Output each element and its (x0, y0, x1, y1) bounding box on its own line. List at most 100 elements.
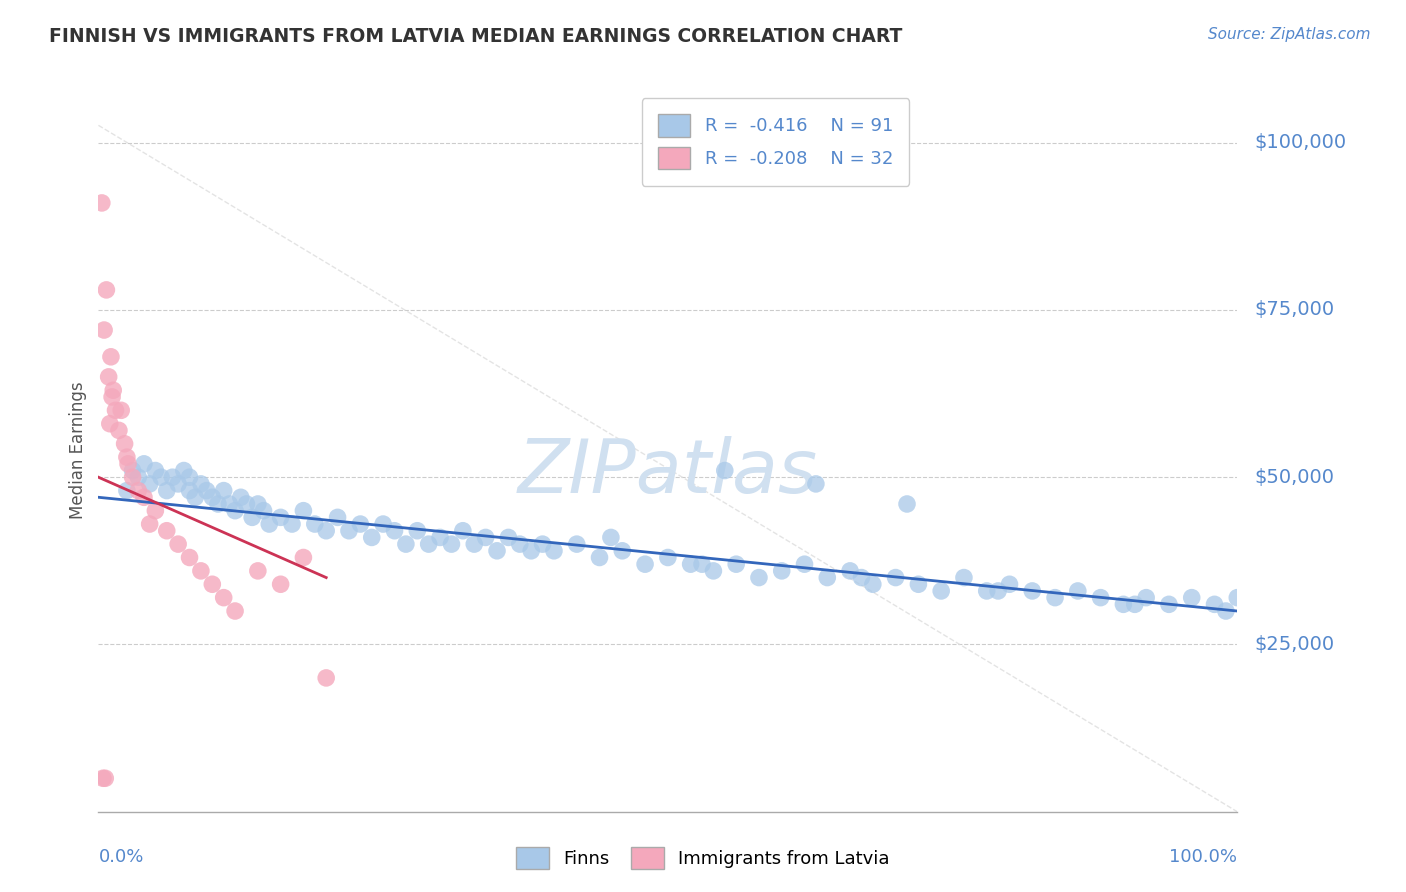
Point (315, 671, 337, 685)
Point (360, 530, 382, 544)
Point (110, 403, 132, 417)
Point (429, 530, 451, 544)
Point (138, 476, 160, 491)
Point (953, 571, 976, 585)
Point (896, 497, 918, 511)
Point (486, 543, 509, 558)
Point (326, 510, 349, 524)
Point (108, 424, 131, 438)
Point (498, 530, 520, 544)
Point (115, 450, 138, 464)
Point (418, 537, 440, 551)
Point (1157, 598, 1180, 612)
Point (201, 577, 224, 591)
Point (207, 497, 229, 511)
Point (1181, 591, 1204, 605)
Point (281, 517, 304, 532)
Point (770, 564, 793, 578)
Point (179, 550, 201, 565)
Point (212, 483, 235, 498)
Point (145, 503, 167, 517)
Point (371, 517, 394, 532)
Point (195, 483, 218, 498)
Point (1112, 598, 1135, 612)
Point (815, 571, 838, 585)
Point (520, 543, 543, 558)
Point (907, 577, 929, 591)
Point (862, 577, 884, 591)
Point (138, 517, 160, 532)
Point (714, 464, 737, 478)
Point (246, 564, 269, 578)
Point (190, 564, 212, 578)
Point (117, 457, 139, 471)
Point (702, 564, 724, 578)
Text: ZIPatlas: ZIPatlas (517, 436, 818, 508)
Point (998, 577, 1021, 591)
Point (173, 464, 195, 478)
Point (240, 510, 263, 524)
Text: 100.0%: 100.0% (1170, 847, 1237, 866)
Point (91, 771, 114, 786)
Point (246, 497, 269, 511)
Point (600, 530, 623, 544)
Point (179, 483, 201, 498)
Point (634, 557, 657, 572)
Text: $100,000: $100,000 (1254, 133, 1347, 153)
Point (190, 476, 212, 491)
Point (100, 350, 122, 364)
Point (657, 550, 679, 565)
Point (224, 503, 246, 517)
Point (270, 510, 292, 524)
Point (179, 470, 201, 484)
Point (406, 524, 429, 538)
Point (229, 491, 252, 505)
Point (929, 584, 952, 599)
Point (104, 403, 127, 417)
Point (395, 537, 418, 551)
Point (162, 470, 184, 484)
Point (121, 470, 143, 484)
Point (531, 537, 554, 551)
Text: $50,000: $50,000 (1254, 467, 1334, 487)
Point (976, 584, 998, 599)
Point (679, 557, 702, 572)
Point (804, 476, 827, 491)
Point (167, 476, 190, 491)
Point (463, 537, 485, 551)
Point (103, 384, 125, 398)
Point (156, 483, 179, 498)
Point (1215, 604, 1237, 618)
Point (292, 550, 315, 565)
Point (543, 543, 565, 558)
Point (1135, 591, 1157, 605)
Point (612, 543, 634, 558)
Point (509, 537, 531, 551)
Point (1021, 584, 1043, 599)
Legend: Finns, Immigrants from Latvia: Finns, Immigrants from Latvia (508, 838, 898, 879)
Y-axis label: Median Earnings: Median Earnings (69, 382, 87, 519)
Point (127, 470, 149, 484)
Point (588, 550, 610, 565)
Text: $75,000: $75,000 (1254, 301, 1334, 319)
Point (315, 524, 337, 538)
Point (987, 584, 1010, 599)
Text: 0.0%: 0.0% (98, 847, 143, 866)
Point (93, 323, 115, 337)
Point (101, 390, 124, 404)
Point (440, 537, 463, 551)
Point (349, 517, 371, 532)
Point (224, 604, 246, 618)
Point (97, 369, 120, 384)
Point (884, 571, 907, 585)
Point (839, 564, 862, 578)
Point (1067, 584, 1090, 599)
Point (132, 457, 155, 471)
Point (252, 503, 274, 517)
Point (270, 577, 292, 591)
Point (127, 483, 149, 498)
Point (132, 491, 155, 505)
Point (218, 497, 240, 511)
Point (690, 557, 713, 572)
Point (748, 571, 770, 585)
